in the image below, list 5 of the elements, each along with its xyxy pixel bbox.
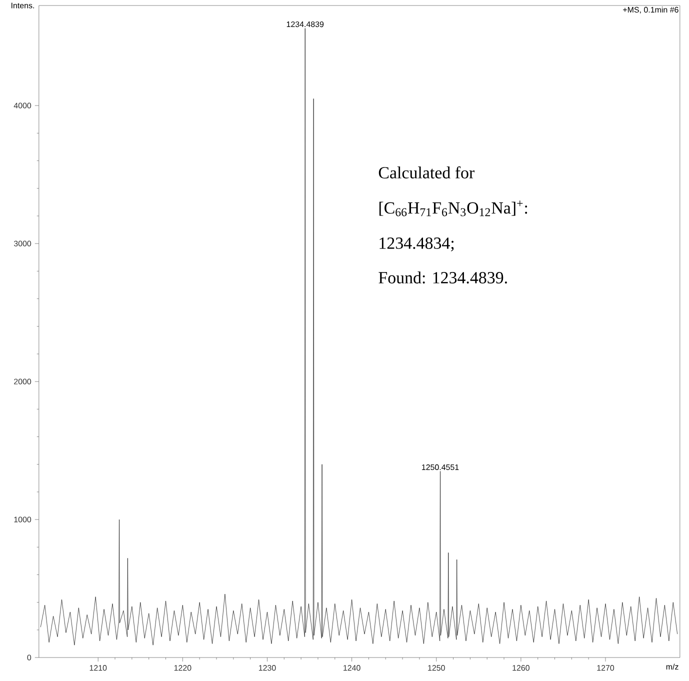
annotation: 1234.4834; [380,237,454,252]
annotation: Calculated for [378,166,474,178]
text: [C$_{66}$H$_{71}$F$_{6}$N$_{3}$O$_{12}$Na]$^{+}$: [379,200,528,216]
line-series [40,28,678,646]
annotation: Found: 1234.4839. [378,272,507,284]
